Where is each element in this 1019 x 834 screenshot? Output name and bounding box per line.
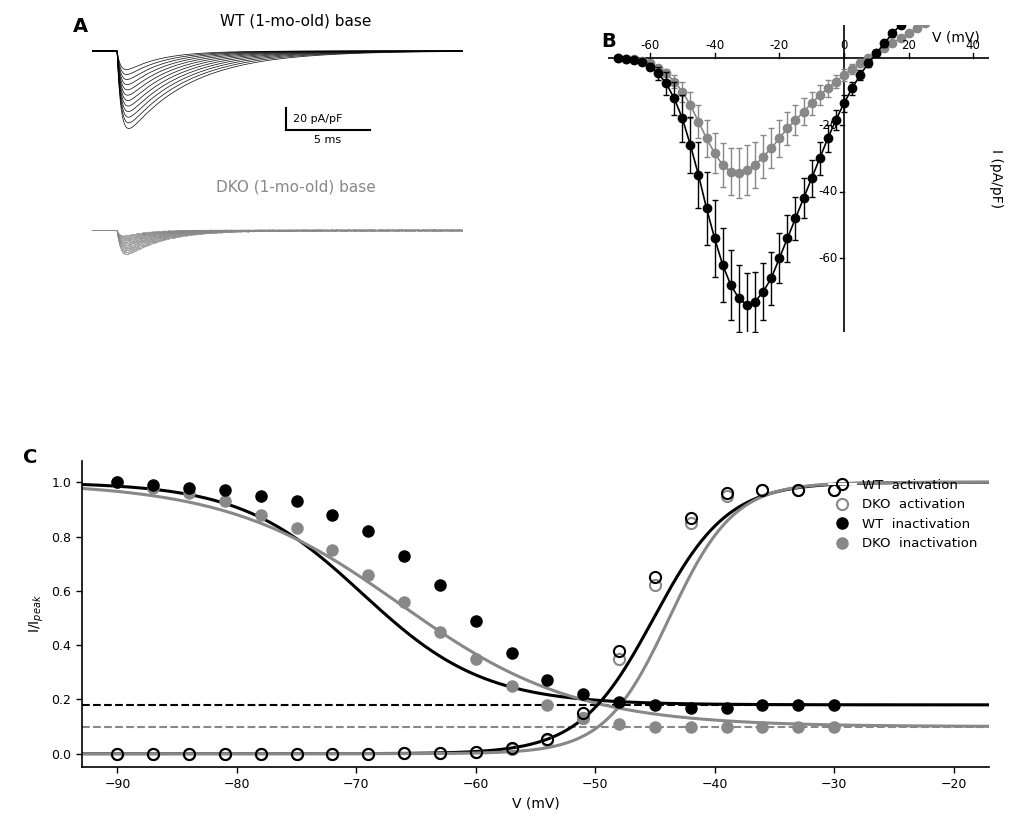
- Text: A: A: [73, 17, 89, 36]
- Text: DKO (1-mo-old) base: DKO (1-mo-old) base: [216, 179, 375, 194]
- Text: 0: 0: [840, 38, 847, 52]
- Text: -60: -60: [640, 38, 659, 52]
- X-axis label: V (mV): V (mV): [512, 796, 558, 811]
- Text: B: B: [601, 32, 615, 51]
- Text: 20 pA/pF: 20 pA/pF: [292, 114, 341, 124]
- Text: -60: -60: [817, 252, 837, 265]
- Text: C: C: [22, 449, 37, 467]
- Legend: WT  activation, DKO  activation, WT  inactivation, DKO  inactivation: WT activation, DKO activation, WT inacti…: [823, 473, 982, 555]
- Text: 20: 20: [900, 38, 915, 52]
- Text: 5 ms: 5 ms: [314, 135, 341, 145]
- Y-axis label: I/I$_{peak}$: I/I$_{peak}$: [28, 595, 46, 634]
- Text: -20: -20: [817, 118, 837, 132]
- Text: V (mV): V (mV): [931, 30, 978, 44]
- Text: 40: 40: [965, 38, 979, 52]
- Text: -40: -40: [817, 185, 837, 198]
- Text: -40: -40: [704, 38, 723, 52]
- Text: I (pA/pF): I (pA/pF): [987, 148, 1002, 208]
- Text: -20: -20: [769, 38, 788, 52]
- Text: WT (1-mo-old) base: WT (1-mo-old) base: [220, 13, 371, 28]
